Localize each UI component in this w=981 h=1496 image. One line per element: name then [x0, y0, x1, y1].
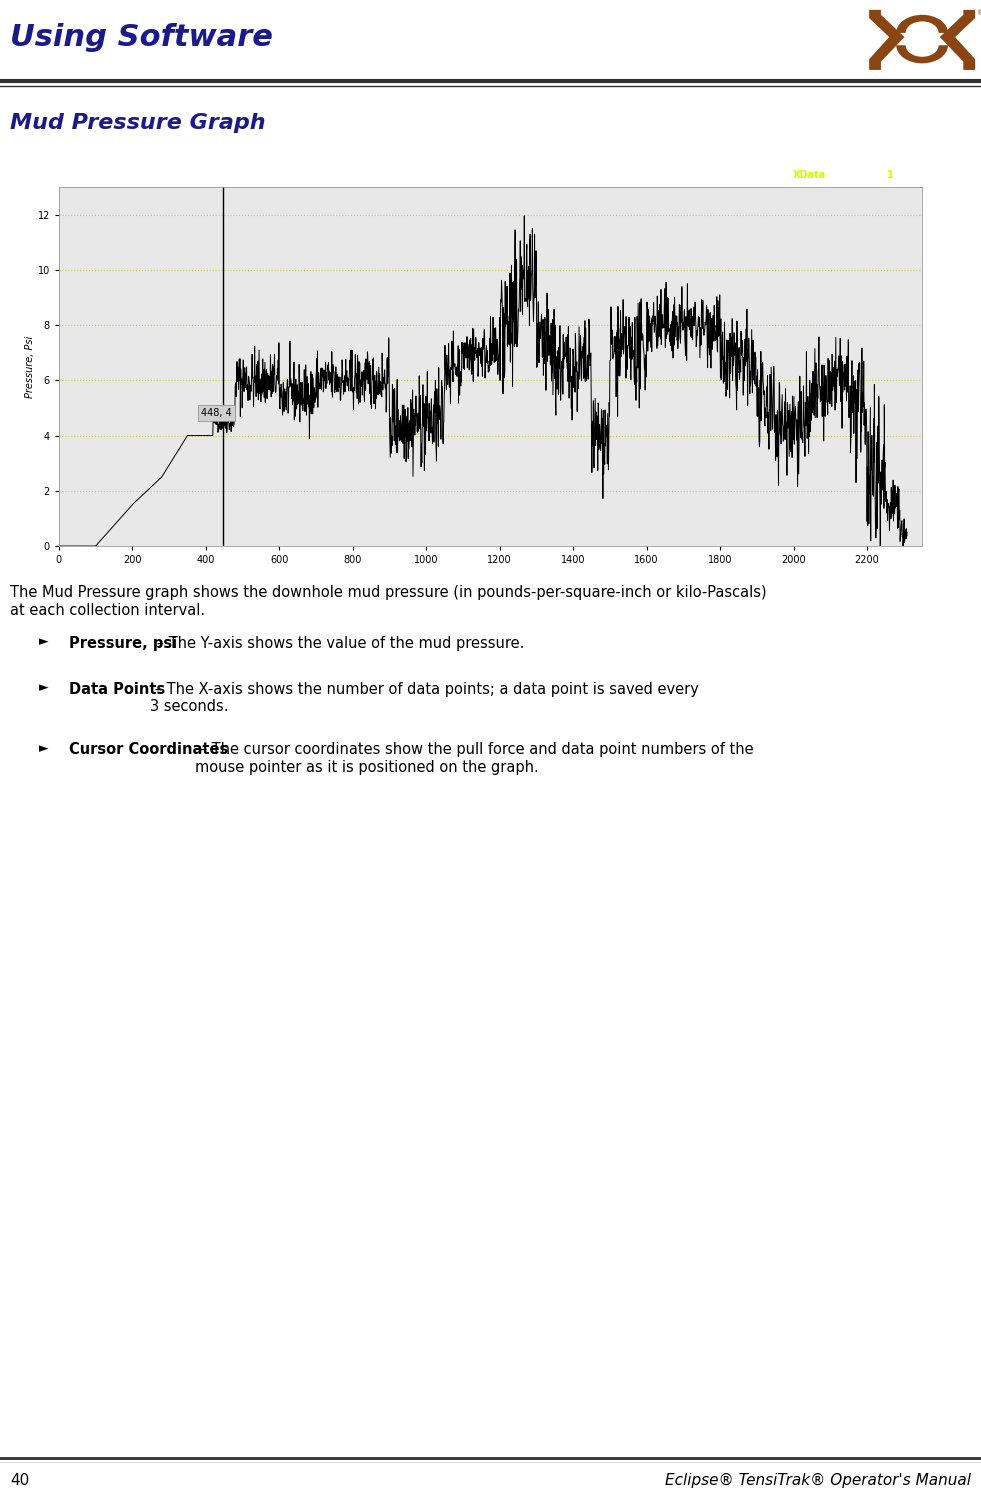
Text: Mud Pressure Graph: Mud Pressure Graph [10, 114, 266, 133]
Polygon shape [869, 10, 904, 70]
Polygon shape [940, 10, 975, 70]
Text: Cursor Coordinates: Cursor Coordinates [69, 742, 228, 757]
Text: ►: ► [39, 682, 49, 694]
Text: XData: XData [793, 171, 826, 180]
Text: – The X-axis shows the number of data points; a data point is saved every
3 seco: – The X-axis shows the number of data po… [150, 682, 699, 714]
Y-axis label: Pressure, Psi: Pressure, Psi [25, 335, 34, 398]
Text: Data Points: Data Points [69, 682, 165, 697]
Text: The Mud Pressure graph shows the downhole mud pressure (in pounds-per-square-inc: The Mud Pressure graph shows the downhol… [10, 585, 766, 618]
Text: ®: ® [977, 10, 981, 16]
Text: Pressure, psi: Pressure, psi [69, 636, 177, 651]
Text: 448, 4: 448, 4 [201, 408, 232, 419]
Text: – The cursor coordinates show the pull force and data point numbers of the
mouse: – The cursor coordinates show the pull f… [195, 742, 753, 775]
Text: ►: ► [39, 742, 49, 755]
Text: Using Software: Using Software [10, 22, 273, 51]
Text: 40: 40 [10, 1472, 29, 1489]
Text: 1: 1 [887, 171, 894, 180]
Text: Pressure: Pressure [453, 165, 508, 174]
Wedge shape [897, 45, 948, 63]
Text: – The Y-axis shows the value of the mud pressure.: – The Y-axis shows the value of the mud … [152, 636, 525, 651]
Text: Eclipse® TensiTrak® Operator's Manual: Eclipse® TensiTrak® Operator's Manual [665, 1472, 971, 1489]
Text: ►: ► [39, 636, 49, 648]
Wedge shape [897, 15, 948, 33]
